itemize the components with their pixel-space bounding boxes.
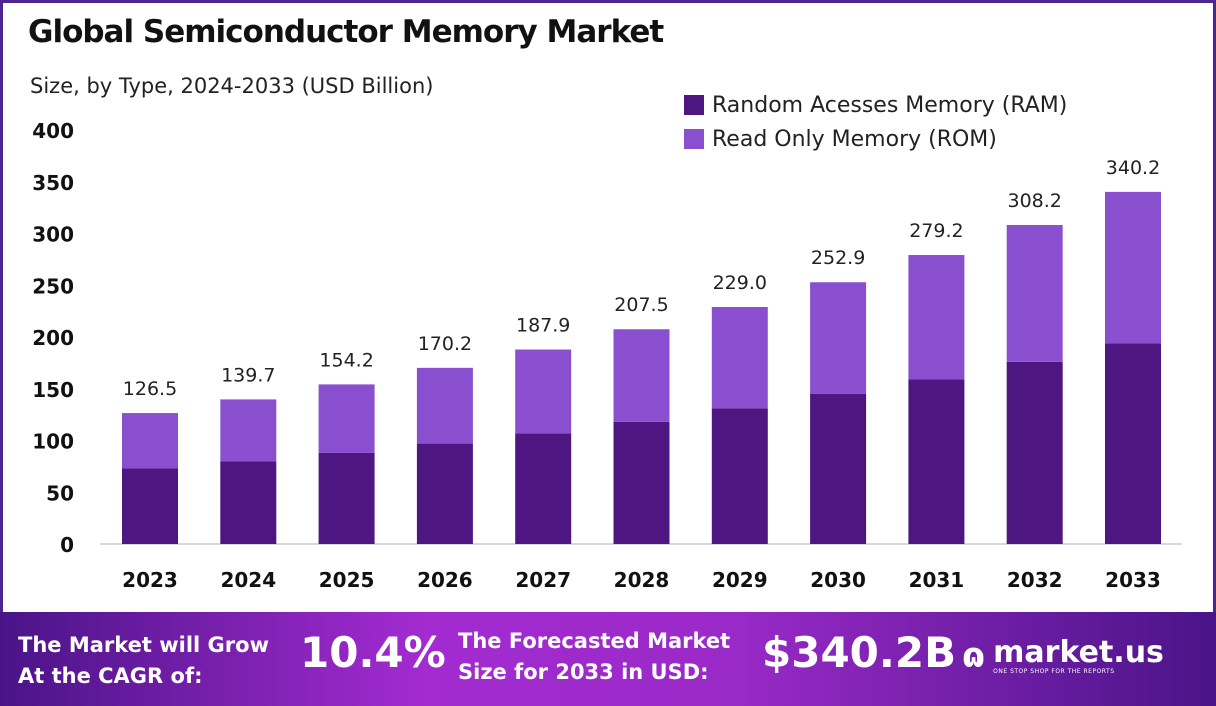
bar-ram-2031 xyxy=(908,379,965,544)
logo-tagline: ONE STOP SHOP FOR THE REPORTS xyxy=(993,667,1115,675)
y-tick-label: 300 xyxy=(32,223,74,247)
bar-chart: 0 50 100 150 200 250 300 350 400 126.5 2023 139.7 20… xyxy=(32,119,1182,592)
cagr-value: 10.4% xyxy=(300,628,446,677)
bar-ram-2024 xyxy=(220,461,277,544)
bar-ram-2027 xyxy=(515,433,572,544)
x-tick-label: 2024 xyxy=(220,568,276,592)
x-tick-label: 2028 xyxy=(614,568,670,592)
bar-ram-2026 xyxy=(416,443,473,544)
x-tick-label: 2027 xyxy=(515,568,571,592)
cagr-label: The Market will Grow At the CAGR of: xyxy=(18,630,269,692)
x-tick-label: 2030 xyxy=(810,568,866,592)
legend: Random Acesses Memory (RAM) Read Only Me… xyxy=(684,88,1067,156)
legend-label-rom: Read Only Memory (ROM) xyxy=(712,126,997,152)
x-tick-label: 2023 xyxy=(122,568,178,592)
bar-ram-2033 xyxy=(1105,343,1161,544)
legend-item-rom: Read Only Memory (ROM) xyxy=(684,122,1067,156)
data-label-total: 139.7 xyxy=(221,364,275,386)
x-tick-label: 2025 xyxy=(319,568,375,592)
cagr-label-line1: The Market will Grow xyxy=(18,633,269,657)
market-us-logo: ɷ market.us ONE STOP SHOP FOR THE REPORTS xyxy=(962,636,1164,676)
y-tick-label: 50 xyxy=(46,481,74,505)
bar-ram-2025 xyxy=(318,452,375,544)
data-label-total: 308.2 xyxy=(1007,190,1061,212)
legend-swatch-rom xyxy=(684,129,704,149)
bar-ram-2029 xyxy=(711,408,768,544)
logo-text: market.us xyxy=(993,634,1164,670)
data-label-total: 229.0 xyxy=(713,272,767,294)
bar-rom-2024 xyxy=(220,399,277,462)
bar-rom-2030 xyxy=(810,282,867,394)
forecast-value: $340.2B xyxy=(762,628,957,677)
data-label-total: 170.2 xyxy=(418,333,472,355)
bar-rom-2026 xyxy=(416,367,473,444)
y-tick-label: 200 xyxy=(32,326,74,350)
chart-subtitle: Size, by Type, 2024-2033 (USD Billion) xyxy=(30,74,434,98)
x-tick-label: 2031 xyxy=(909,568,965,592)
data-label-total: 340.2 xyxy=(1106,157,1160,179)
bar-ram-2028 xyxy=(613,421,670,544)
bar-rom-2032 xyxy=(1006,225,1063,362)
chart-title: Global Semiconductor Memory Market xyxy=(28,14,664,50)
cagr-label-line2: At the CAGR of: xyxy=(18,664,203,688)
bar-ram-2030 xyxy=(810,393,867,544)
forecast-label-line1: The Forecasted Market xyxy=(458,629,731,653)
y-tick-label: 0 xyxy=(60,533,74,557)
x-tick-label: 2032 xyxy=(1007,568,1063,592)
data-label-total: 252.9 xyxy=(811,247,865,269)
bar-ram-2023 xyxy=(122,468,178,544)
x-tick-label: 2033 xyxy=(1105,568,1161,592)
legend-swatch-ram xyxy=(684,95,704,115)
forecast-label: The Forecasted Market Size for 2033 in US… xyxy=(458,626,730,688)
y-tick-label: 100 xyxy=(32,430,74,454)
bar-rom-2028 xyxy=(613,329,670,422)
bar-ram-2032 xyxy=(1006,361,1063,544)
bar-rom-2025 xyxy=(318,384,375,453)
data-label-total: 279.2 xyxy=(909,220,963,242)
x-tick-label: 2029 xyxy=(712,568,768,592)
y-tick-label: 400 xyxy=(32,119,74,143)
y-tick-label: 150 xyxy=(32,378,74,402)
data-label-total: 207.5 xyxy=(614,294,668,316)
data-label-total: 187.9 xyxy=(516,315,570,337)
footer-banner: The Market will Grow At the CAGR of: 10.4… xyxy=(0,612,1216,706)
bar-rom-2029 xyxy=(711,306,768,409)
y-tick-label: 350 xyxy=(32,171,74,195)
bar-rom-2033 xyxy=(1105,191,1161,344)
logo-icon: ɷ xyxy=(962,636,986,676)
y-tick-label: 250 xyxy=(32,274,74,298)
legend-label-ram: Random Acesses Memory (RAM) xyxy=(712,92,1068,118)
forecast-label-line2: Size for 2033 in USD: xyxy=(458,660,709,684)
data-label-total: 126.5 xyxy=(123,378,177,400)
data-label-total: 154.2 xyxy=(319,349,373,371)
bar-rom-2027 xyxy=(515,349,572,434)
legend-item-ram: Random Acesses Memory (RAM) xyxy=(684,88,1067,122)
x-tick-label: 2026 xyxy=(417,568,473,592)
bar-rom-2023 xyxy=(122,413,178,469)
bar-rom-2031 xyxy=(908,255,965,380)
